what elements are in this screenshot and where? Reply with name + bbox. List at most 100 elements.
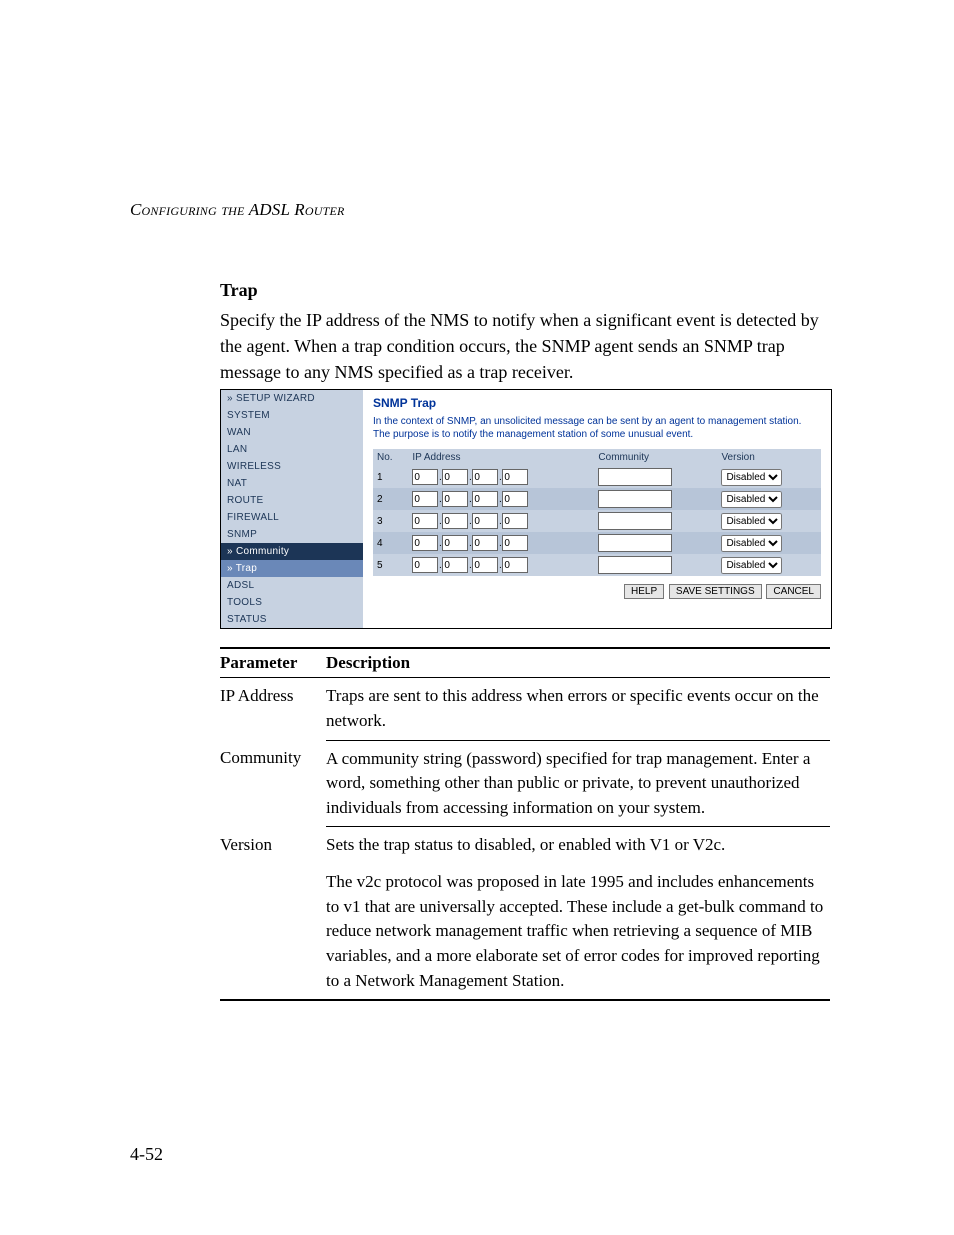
param-name: Community	[220, 740, 326, 827]
trap-row-community	[594, 510, 717, 532]
help-button[interactable]: HELP	[624, 584, 664, 599]
section-title: Trap	[220, 280, 824, 301]
ip-octet-input[interactable]	[472, 491, 498, 507]
sidebar-item-1[interactable]: SYSTEM	[221, 407, 363, 424]
trap-row: 4... Disabled	[373, 532, 821, 554]
version-select[interactable]: Disabled	[721, 557, 782, 574]
sidebar-item-0[interactable]: » SETUP WIZARD	[221, 390, 363, 407]
col-ip: IP Address	[408, 449, 594, 466]
sidebar-item-6[interactable]: ROUTE	[221, 492, 363, 509]
version-select[interactable]: Disabled	[721, 491, 782, 508]
sidebar-item-9[interactable]: » Community	[221, 543, 363, 560]
ip-octet-input[interactable]	[472, 535, 498, 551]
cancel-button[interactable]: CANCEL	[766, 584, 821, 599]
ip-octet-input[interactable]	[412, 491, 438, 507]
col-version: Version	[717, 449, 821, 466]
ip-octet-input[interactable]	[502, 469, 528, 485]
param-name: Version	[220, 827, 326, 864]
trap-row: 1... Disabled	[373, 466, 821, 488]
sidebar-item-11[interactable]: ADSL	[221, 577, 363, 594]
version-select[interactable]: Disabled	[721, 469, 782, 486]
ip-octet-input[interactable]	[502, 513, 528, 529]
page-number: 4-52	[130, 1144, 163, 1165]
ptable-header-description: Description	[326, 648, 830, 678]
trap-row-number: 3	[373, 510, 408, 532]
param-row: The v2c protocol was proposed in late 19…	[220, 864, 830, 1000]
save-settings-button[interactable]: SAVE SETTINGS	[669, 584, 762, 599]
trap-row-number: 5	[373, 554, 408, 576]
ip-octet-input[interactable]	[472, 557, 498, 573]
trap-row: 3... Disabled	[373, 510, 821, 532]
trap-row-ip: ...	[408, 466, 594, 488]
sidebar-item-13[interactable]: STATUS	[221, 611, 363, 628]
param-desc: Traps are sent to this address when erro…	[326, 678, 830, 740]
trap-row-ip: ...	[408, 554, 594, 576]
ip-octet-input[interactable]	[502, 535, 528, 551]
community-input[interactable]	[598, 468, 672, 486]
ip-octet-input[interactable]	[412, 513, 438, 529]
community-input[interactable]	[598, 490, 672, 508]
sidebar-item-2[interactable]: WAN	[221, 424, 363, 441]
ptable-header-parameter: Parameter	[220, 648, 326, 678]
col-community: Community	[594, 449, 717, 466]
button-bar: HELP SAVE SETTINGS CANCEL	[373, 576, 821, 599]
trap-table: No. IP Address Community Version 1... Dis…	[373, 449, 821, 576]
ip-octet-input[interactable]	[502, 491, 528, 507]
param-name: IP Address	[220, 678, 326, 740]
ip-octet-input[interactable]	[442, 513, 468, 529]
trap-row: 5... Disabled	[373, 554, 821, 576]
ip-octet-input[interactable]	[502, 557, 528, 573]
trap-row-version: Disabled	[717, 532, 821, 554]
trap-row-ip: ...	[408, 510, 594, 532]
community-input[interactable]	[598, 556, 672, 574]
trap-row-number: 4	[373, 532, 408, 554]
community-input[interactable]	[598, 512, 672, 530]
trap-row-number: 2	[373, 488, 408, 510]
ip-octet-input[interactable]	[412, 535, 438, 551]
sidebar-item-8[interactable]: SNMP	[221, 526, 363, 543]
running-head: Configuring the ADSL Router	[130, 200, 824, 220]
sidebar-item-10[interactable]: » Trap	[221, 560, 363, 577]
param-desc: Sets the trap status to disabled, or ena…	[326, 827, 830, 864]
trap-row-version: Disabled	[717, 488, 821, 510]
community-input[interactable]	[598, 534, 672, 552]
ip-octet-input[interactable]	[442, 469, 468, 485]
sidebar-item-5[interactable]: NAT	[221, 475, 363, 492]
parameter-table: Parameter Description IP AddressTraps ar…	[220, 647, 830, 1001]
param-row: VersionSets the trap status to disabled,…	[220, 827, 830, 864]
ip-octet-input[interactable]	[412, 469, 438, 485]
trap-row-version: Disabled	[717, 466, 821, 488]
sidebar-item-7[interactable]: FIREWALL	[221, 509, 363, 526]
trap-row-community	[594, 532, 717, 554]
trap-row-version: Disabled	[717, 510, 821, 532]
version-select[interactable]: Disabled	[721, 535, 782, 552]
sidebar-item-3[interactable]: LAN	[221, 441, 363, 458]
ip-octet-input[interactable]	[442, 557, 468, 573]
trap-row-number: 1	[373, 466, 408, 488]
param-row: IP AddressTraps are sent to this address…	[220, 678, 830, 740]
pane-title: SNMP Trap	[373, 396, 821, 410]
ip-octet-input[interactable]	[472, 513, 498, 529]
trap-row: 2...Disabled	[373, 488, 821, 510]
param-desc: A community string (password) specified …	[326, 740, 830, 827]
trap-row-community	[594, 554, 717, 576]
section-paragraph: Specify the IP address of the NMS to not…	[220, 307, 824, 385]
param-desc: The v2c protocol was proposed in late 19…	[326, 864, 830, 1000]
sidebar-nav: » SETUP WIZARDSYSTEMWANLANWIRELESSNATROU…	[221, 390, 363, 628]
ip-octet-input[interactable]	[442, 535, 468, 551]
ip-octet-input[interactable]	[442, 491, 468, 507]
col-no: No.	[373, 449, 408, 466]
trap-row-community	[594, 488, 717, 510]
trap-row-ip: ...	[408, 532, 594, 554]
pane-description: In the context of SNMP, an unsolicited m…	[373, 416, 821, 441]
version-select[interactable]: Disabled	[721, 513, 782, 530]
sidebar-item-4[interactable]: WIRELESS	[221, 458, 363, 475]
router-ui-screenshot: » SETUP WIZARDSYSTEMWANLANWIRELESSNATROU…	[220, 389, 832, 629]
param-name	[220, 864, 326, 1000]
ip-octet-input[interactable]	[472, 469, 498, 485]
content-pane: SNMP Trap In the context of SNMP, an uns…	[363, 390, 831, 628]
sidebar-item-12[interactable]: TOOLS	[221, 594, 363, 611]
trap-row-version: Disabled	[717, 554, 821, 576]
trap-row-community	[594, 466, 717, 488]
ip-octet-input[interactable]	[412, 557, 438, 573]
